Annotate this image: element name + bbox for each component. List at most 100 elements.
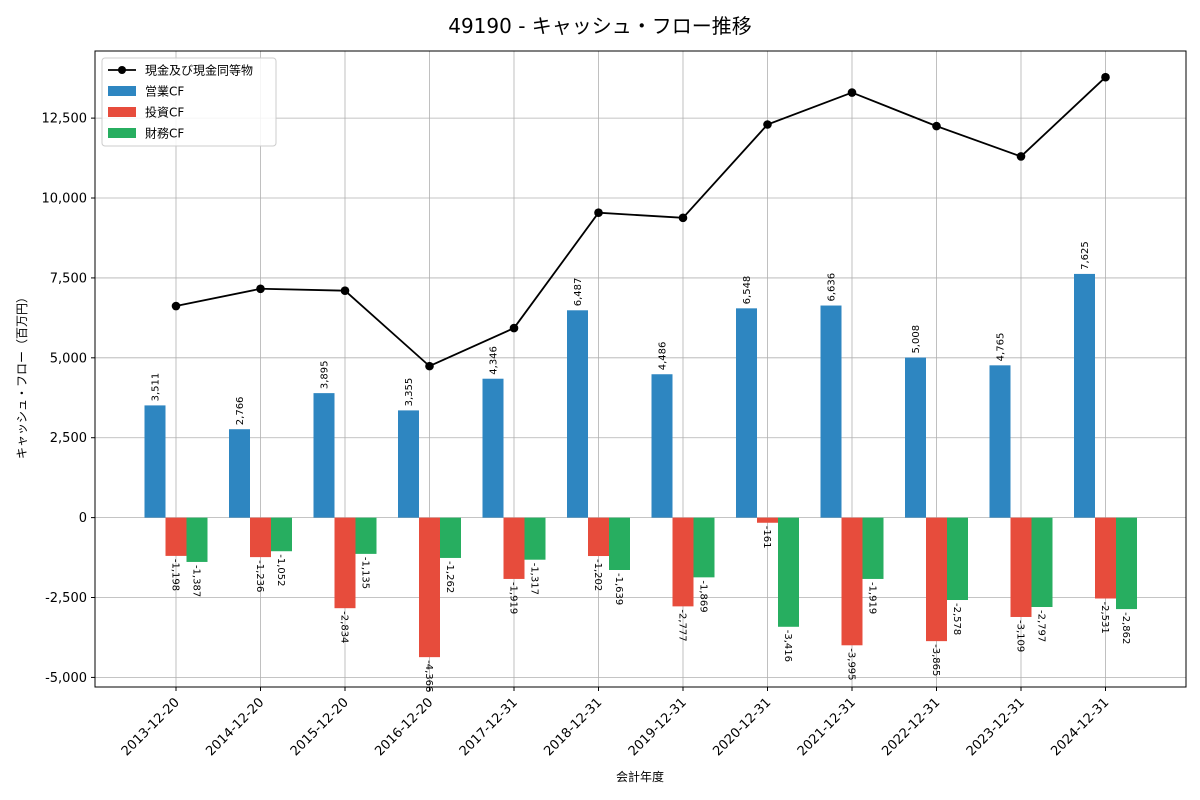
data-label: 3,355: [404, 378, 415, 407]
data-label: 6,487: [573, 278, 584, 307]
data-label: -1,919: [508, 582, 519, 614]
data-label: 6,548: [742, 276, 753, 305]
data-label: 4,346: [489, 346, 500, 375]
x-tick-label: 2017-12-31: [457, 695, 521, 759]
data-label: 4,765: [996, 333, 1007, 362]
bar-投資CF: [926, 517, 947, 642]
bar-投資CF: [334, 517, 356, 609]
bar-営業CF: [820, 305, 842, 518]
cash-point: [256, 284, 265, 294]
x-tick-label: 2015-12-20: [288, 695, 352, 759]
bar-営業CF: [398, 410, 419, 518]
legend-label: 財務CF: [145, 126, 184, 141]
bar-投資CF: [250, 517, 271, 558]
bar-営業CF: [313, 393, 335, 518]
data-label: -2,578: [951, 603, 962, 635]
x-tick-label: 2020-12-31: [710, 695, 774, 759]
x-tick-label: 2024-12-31: [1048, 695, 1112, 759]
bar-投資CF: [419, 517, 440, 658]
bar-営業CF: [905, 357, 926, 518]
data-label: -1,919: [867, 582, 878, 614]
cash-point: [340, 286, 350, 295]
cash-point: [509, 323, 519, 333]
cash-point: [763, 120, 772, 129]
bar-財務CF: [862, 517, 884, 579]
bars-layer: [144, 273, 1137, 658]
y-tick-label: -5,000: [45, 671, 87, 686]
x-axis-label: 会計年度: [616, 769, 664, 784]
data-label: 4,486: [658, 342, 669, 371]
data-label: -1,202: [592, 559, 603, 591]
data-labels-layer: 3,511 2,766 3,895 3,355 4,346 6,487 4,486 6,548…: [151, 241, 1132, 692]
data-label: -1,135: [360, 557, 371, 589]
data-label: -1,387: [191, 565, 202, 597]
y-tick-label: 5,000: [50, 351, 87, 366]
y-tick-label: 10,000: [42, 192, 88, 207]
data-label: 2,766: [235, 397, 246, 426]
bar-投資CF: [503, 517, 525, 579]
legend-label: 投資CF: [145, 105, 184, 120]
x-tick-label: 2022-12-31: [879, 695, 943, 759]
cash-point: [678, 213, 688, 223]
x-tick-label: 2018-12-31: [541, 695, 605, 759]
data-label: -2,834: [339, 611, 350, 643]
bar-財務CF: [440, 517, 461, 558]
data-label: -3,995: [846, 648, 857, 680]
data-label: -1,052: [275, 554, 286, 586]
data-label: -2,797: [1036, 610, 1047, 642]
grid-layer: [95, 51, 1186, 687]
bar-財務CF: [271, 517, 292, 552]
bar-投資CF: [588, 517, 609, 557]
y-tick-label: 12,500: [42, 112, 88, 127]
data-label: 5,008: [911, 325, 922, 354]
y-tick-label: 7,500: [50, 271, 87, 286]
bar-財務CF: [609, 517, 630, 570]
data-label: -161: [761, 526, 772, 549]
data-label: 3,895: [320, 360, 331, 389]
bar-投資CF: [757, 517, 778, 523]
cash-point: [594, 208, 603, 218]
bar-財務CF: [1116, 517, 1137, 610]
x-tick-label: 2016-12-20: [372, 695, 436, 759]
plot-frame: [94, 50, 1187, 688]
y-axis-label: キャッシュ・フロー（百万円）: [15, 291, 29, 459]
legend-bar-swatch: [108, 128, 136, 138]
legend-box: [101, 57, 277, 147]
x-tick-label: 2013-12-20: [119, 695, 183, 759]
bar-営業CF: [651, 374, 673, 518]
bar-営業CF: [1074, 273, 1095, 518]
legend-marker: [118, 66, 126, 74]
bar-営業CF: [567, 310, 588, 518]
cash-point: [425, 361, 434, 371]
cash-point: [932, 121, 941, 131]
bar-投資CF: [165, 517, 187, 556]
bar-財務CF: [524, 517, 546, 560]
data-label: -1,198: [170, 559, 181, 591]
data-label: -2,531: [1099, 602, 1110, 634]
legend-label: 営業CF: [145, 85, 184, 99]
data-label: -1,236: [254, 560, 265, 592]
data-label: -2,777: [677, 609, 688, 641]
legend-bar-swatch: [108, 86, 136, 96]
bar-投資CF: [672, 517, 694, 607]
line-layer: [171, 72, 1110, 371]
bar-営業CF: [482, 378, 504, 518]
bar-営業CF: [144, 405, 166, 518]
legend-label: 現金及び現金同等物: [145, 63, 253, 78]
bar-営業CF: [989, 365, 1011, 518]
y-tick-label: -2,500: [45, 591, 87, 606]
x-tick-label: 2014-12-20: [203, 695, 267, 759]
data-label: -1,639: [613, 573, 624, 605]
cash-point: [171, 301, 181, 311]
data-label: -2,862: [1120, 612, 1131, 644]
data-label: 3,511: [151, 373, 162, 402]
bar-財務CF: [1031, 517, 1053, 608]
data-label: -4,366: [423, 660, 434, 692]
legend-bar-swatch: [108, 107, 136, 117]
cash-point: [1101, 72, 1110, 82]
data-label: 6,636: [827, 273, 838, 302]
y-tick-label: 2,500: [50, 431, 87, 446]
bar-財務CF: [947, 517, 968, 601]
